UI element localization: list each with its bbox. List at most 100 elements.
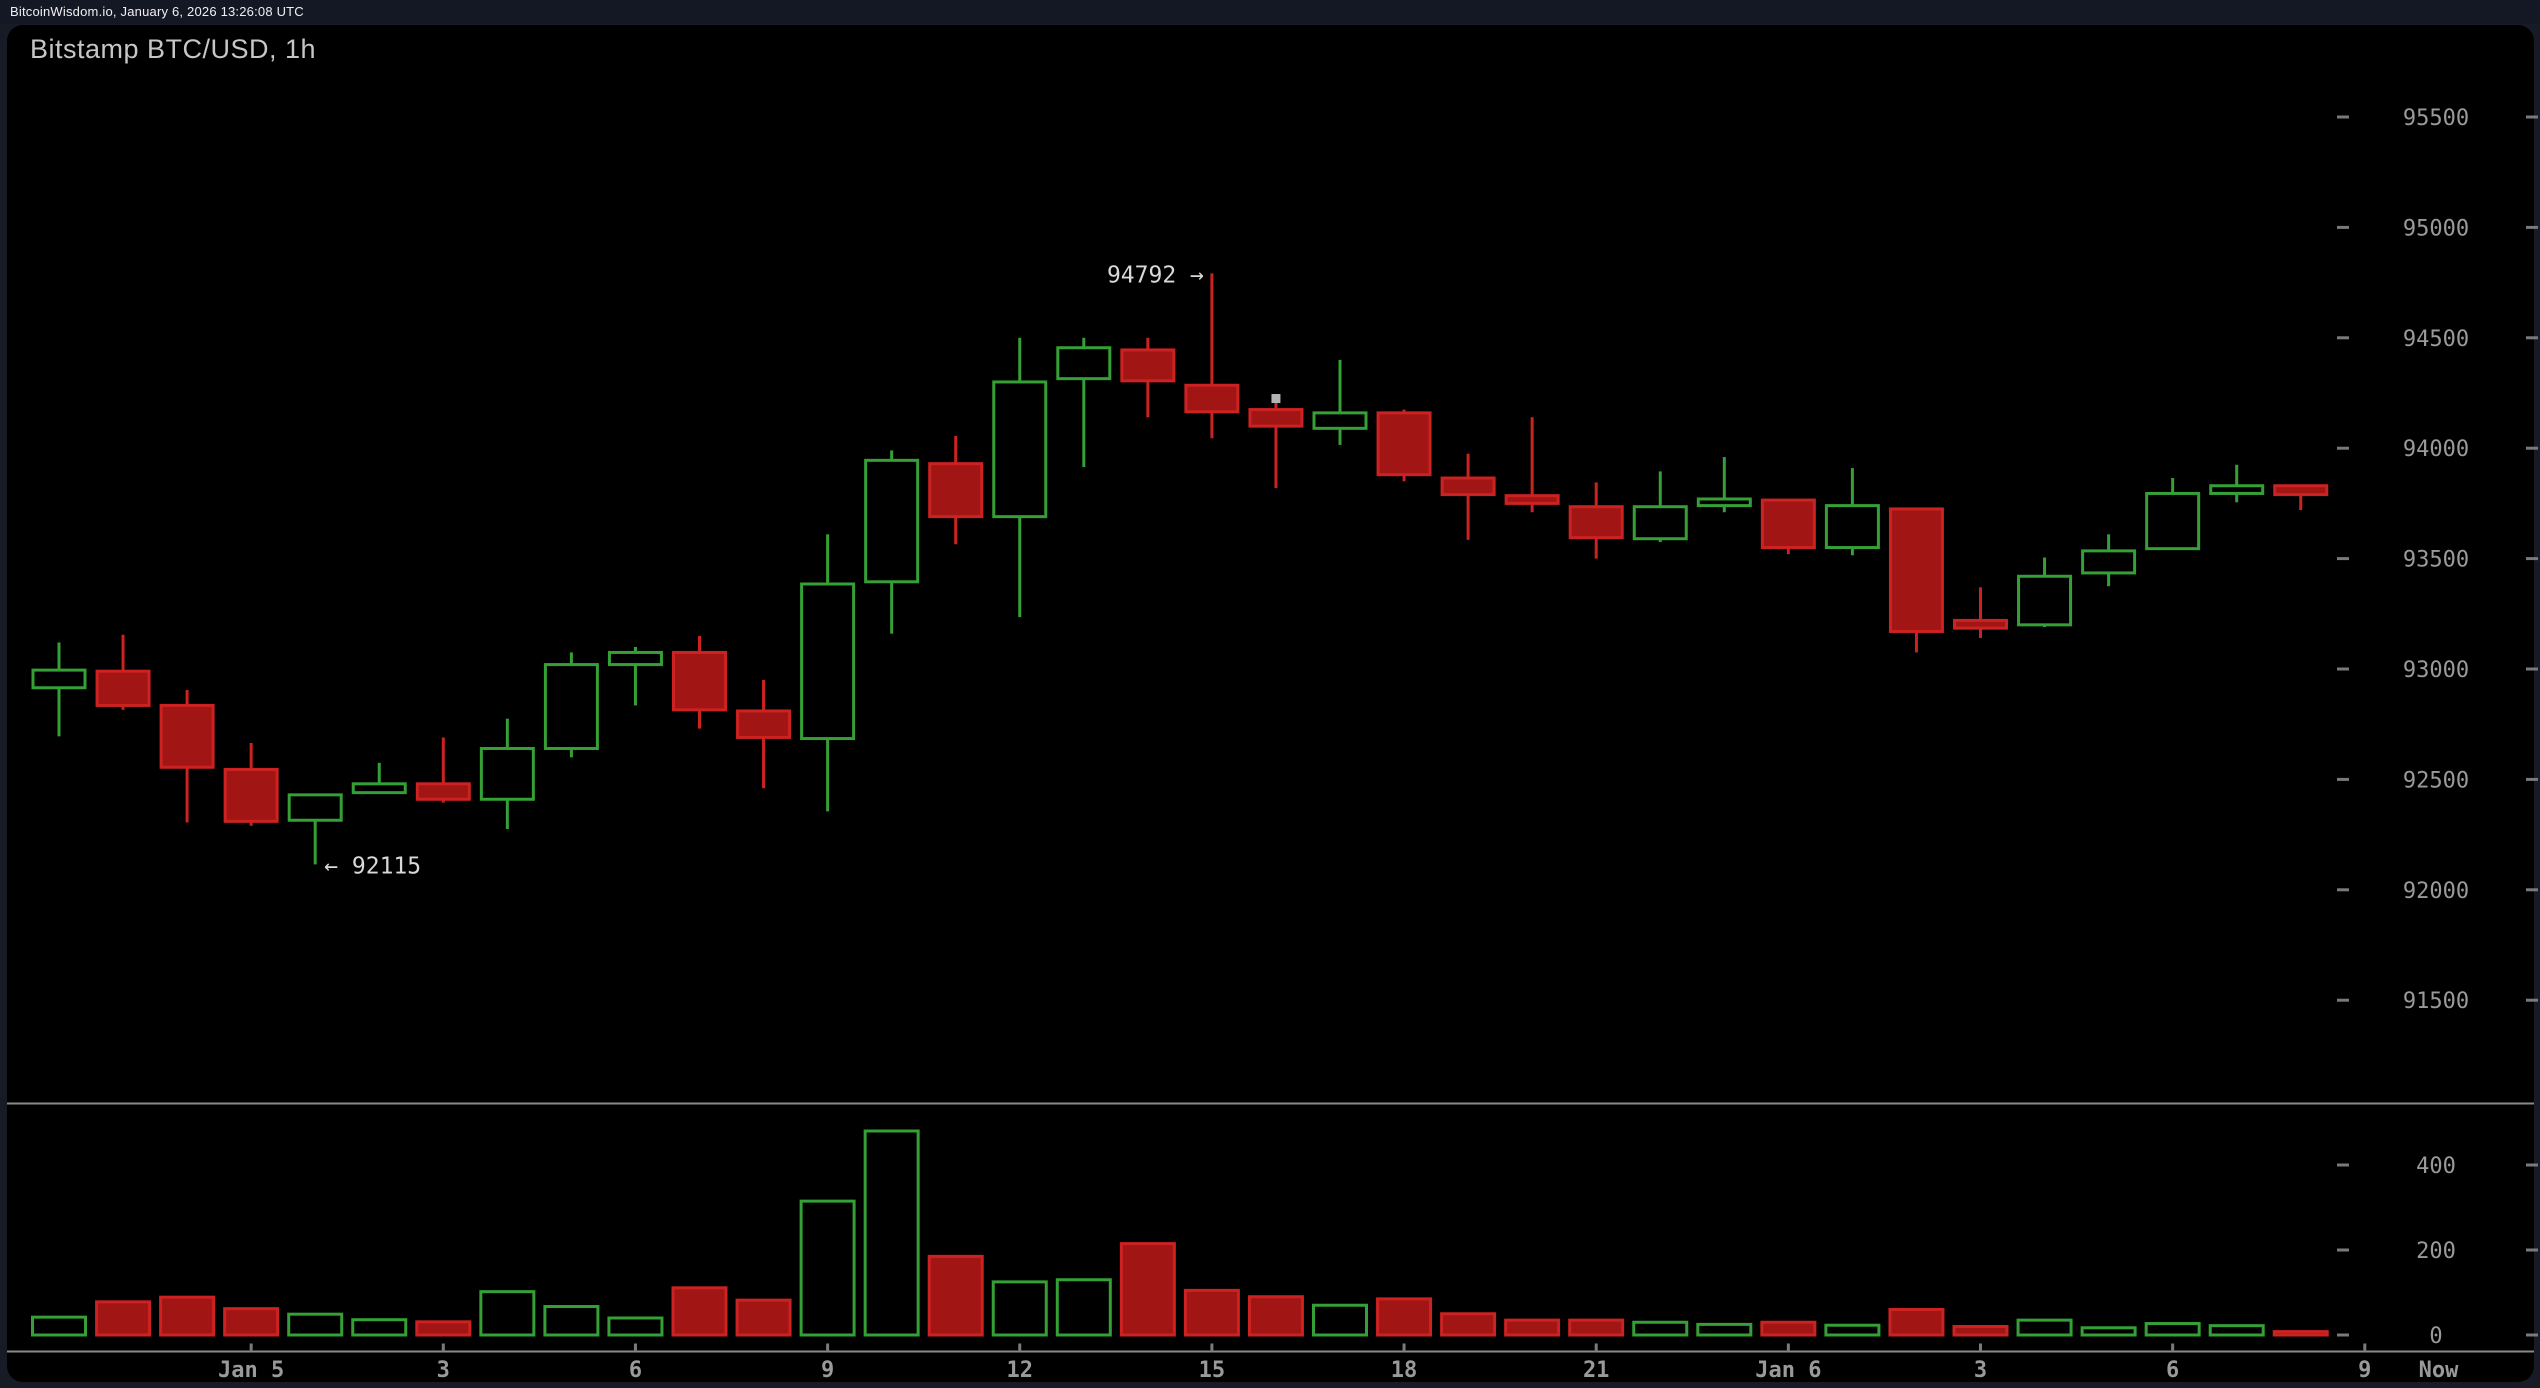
- volume-bar[interactable]: [799, 1199, 856, 1337]
- volume-bar[interactable]: [1247, 1295, 1304, 1337]
- candle[interactable]: [1696, 497, 1752, 508]
- volume-bar[interactable]: [1376, 1297, 1433, 1337]
- time-tick: [826, 1343, 830, 1352]
- candle[interactable]: [1440, 476, 1496, 497]
- candle[interactable]: [1824, 504, 1880, 550]
- candle[interactable]: [2145, 491, 2201, 551]
- time-tick: [2363, 1343, 2367, 1352]
- volume-bar[interactable]: [1055, 1278, 1112, 1337]
- candle[interactable]: [736, 709, 792, 739]
- price-tick-dash: [2337, 667, 2349, 671]
- candle[interactable]: [1760, 498, 1816, 550]
- price-tick-dash: [2337, 998, 2349, 1002]
- price-tick-dash: [2337, 225, 2349, 229]
- volume-bar[interactable]: [991, 1280, 1048, 1337]
- volume-bar[interactable]: [159, 1295, 216, 1337]
- candle[interactable]: [1888, 507, 1944, 633]
- candle[interactable]: [1056, 346, 1112, 381]
- price-tick-dash: [2526, 225, 2538, 229]
- candle[interactable]: [2081, 549, 2137, 575]
- volume-tick-label: 400: [2416, 1154, 2456, 1179]
- volume-tick-dash: [2526, 1248, 2538, 1252]
- price-tick-dash: [2526, 446, 2538, 450]
- volume-bar[interactable]: [351, 1318, 408, 1337]
- candle[interactable]: [1376, 411, 1432, 477]
- volume-bar[interactable]: [863, 1129, 920, 1337]
- volume-bar[interactable]: [735, 1298, 792, 1337]
- candle[interactable]: [2209, 484, 2265, 495]
- candle[interactable]: [992, 380, 1048, 519]
- candle[interactable]: [2017, 574, 2073, 627]
- volume-bar[interactable]: [1696, 1322, 1753, 1337]
- price-tick-dash: [2526, 998, 2538, 1002]
- time-tick-label: 6: [629, 1358, 642, 1383]
- candle[interactable]: [479, 746, 535, 801]
- volume-bar[interactable]: [2016, 1318, 2073, 1337]
- time-tick: [1402, 1343, 1406, 1352]
- volume-bar[interactable]: [415, 1320, 472, 1337]
- candle[interactable]: [95, 669, 151, 707]
- volume-bar[interactable]: [1568, 1318, 1625, 1337]
- volume-bar[interactable]: [287, 1312, 344, 1337]
- volume-bar[interactable]: [95, 1300, 152, 1337]
- volume-bar[interactable]: [1760, 1320, 1817, 1337]
- candle[interactable]: [1568, 505, 1624, 540]
- price-tick-label: 92500: [2403, 768, 2469, 793]
- candle[interactable]: [1120, 348, 1176, 383]
- volume-bar[interactable]: [479, 1290, 536, 1337]
- price-tick-dash: [2526, 115, 2538, 119]
- time-tick-label: 3: [437, 1358, 450, 1383]
- candle[interactable]: [2273, 484, 2329, 497]
- time-tick-label: 21: [1583, 1358, 1610, 1383]
- volume-bar[interactable]: [1824, 1323, 1881, 1337]
- time-tick-label: Jan 6: [1755, 1358, 1821, 1383]
- volume-bar[interactable]: [31, 1315, 87, 1337]
- volume-bar[interactable]: [1632, 1320, 1689, 1337]
- candle[interactable]: [672, 650, 727, 712]
- volume-bar[interactable]: [1952, 1325, 2009, 1337]
- volume-bar[interactable]: [223, 1307, 280, 1337]
- volume-tick-dash: [2526, 1163, 2538, 1167]
- candle[interactable]: [864, 458, 920, 584]
- candle[interactable]: [223, 767, 279, 823]
- candle[interactable]: [1184, 383, 1240, 414]
- volume-bar[interactable]: [671, 1286, 728, 1337]
- candle[interactable]: [159, 703, 215, 769]
- time-tick-label: Jan 5: [218, 1358, 284, 1383]
- candle[interactable]: [415, 782, 471, 801]
- candle[interactable]: [800, 582, 856, 741]
- volume-bar[interactable]: [1183, 1288, 1240, 1337]
- candle[interactable]: [31, 668, 87, 690]
- candle[interactable]: [543, 663, 599, 750]
- time-tick-label: 9: [821, 1358, 834, 1383]
- volume-tick-dash: [2337, 1163, 2349, 1167]
- volume-bar[interactable]: [1119, 1242, 1176, 1337]
- candle[interactable]: [1632, 505, 1688, 541]
- candle[interactable]: [287, 793, 343, 822]
- candle[interactable]: [351, 782, 407, 795]
- volume-bar[interactable]: [543, 1305, 600, 1337]
- price-tick-label: 93000: [2403, 658, 2469, 683]
- candle[interactable]: [1312, 411, 1368, 430]
- candle[interactable]: [1248, 408, 1304, 428]
- volume-bar[interactable]: [2208, 1324, 2265, 1337]
- volume-bar[interactable]: [1504, 1318, 1561, 1337]
- volume-bar[interactable]: [1888, 1308, 1945, 1337]
- price-tick-dash: [2337, 777, 2349, 781]
- volume-bar[interactable]: [1440, 1312, 1497, 1337]
- price-tick-dash: [2337, 446, 2349, 450]
- volume-bar[interactable]: [1312, 1303, 1368, 1337]
- volume-bar[interactable]: [2080, 1326, 2137, 1337]
- volume-bar[interactable]: [607, 1316, 664, 1337]
- volume-bar[interactable]: [2144, 1322, 2201, 1337]
- time-tick-label: 3: [1974, 1358, 1987, 1383]
- volume-bar[interactable]: [927, 1254, 984, 1337]
- candle[interactable]: [1953, 618, 2008, 630]
- candle[interactable]: [607, 650, 663, 667]
- candle[interactable]: [1504, 494, 1560, 505]
- price-tick-dash: [2337, 888, 2349, 892]
- volume-bar[interactable]: [2272, 1330, 2329, 1337]
- candle[interactable]: [928, 462, 984, 519]
- price-tick-label: 94000: [2403, 437, 2469, 462]
